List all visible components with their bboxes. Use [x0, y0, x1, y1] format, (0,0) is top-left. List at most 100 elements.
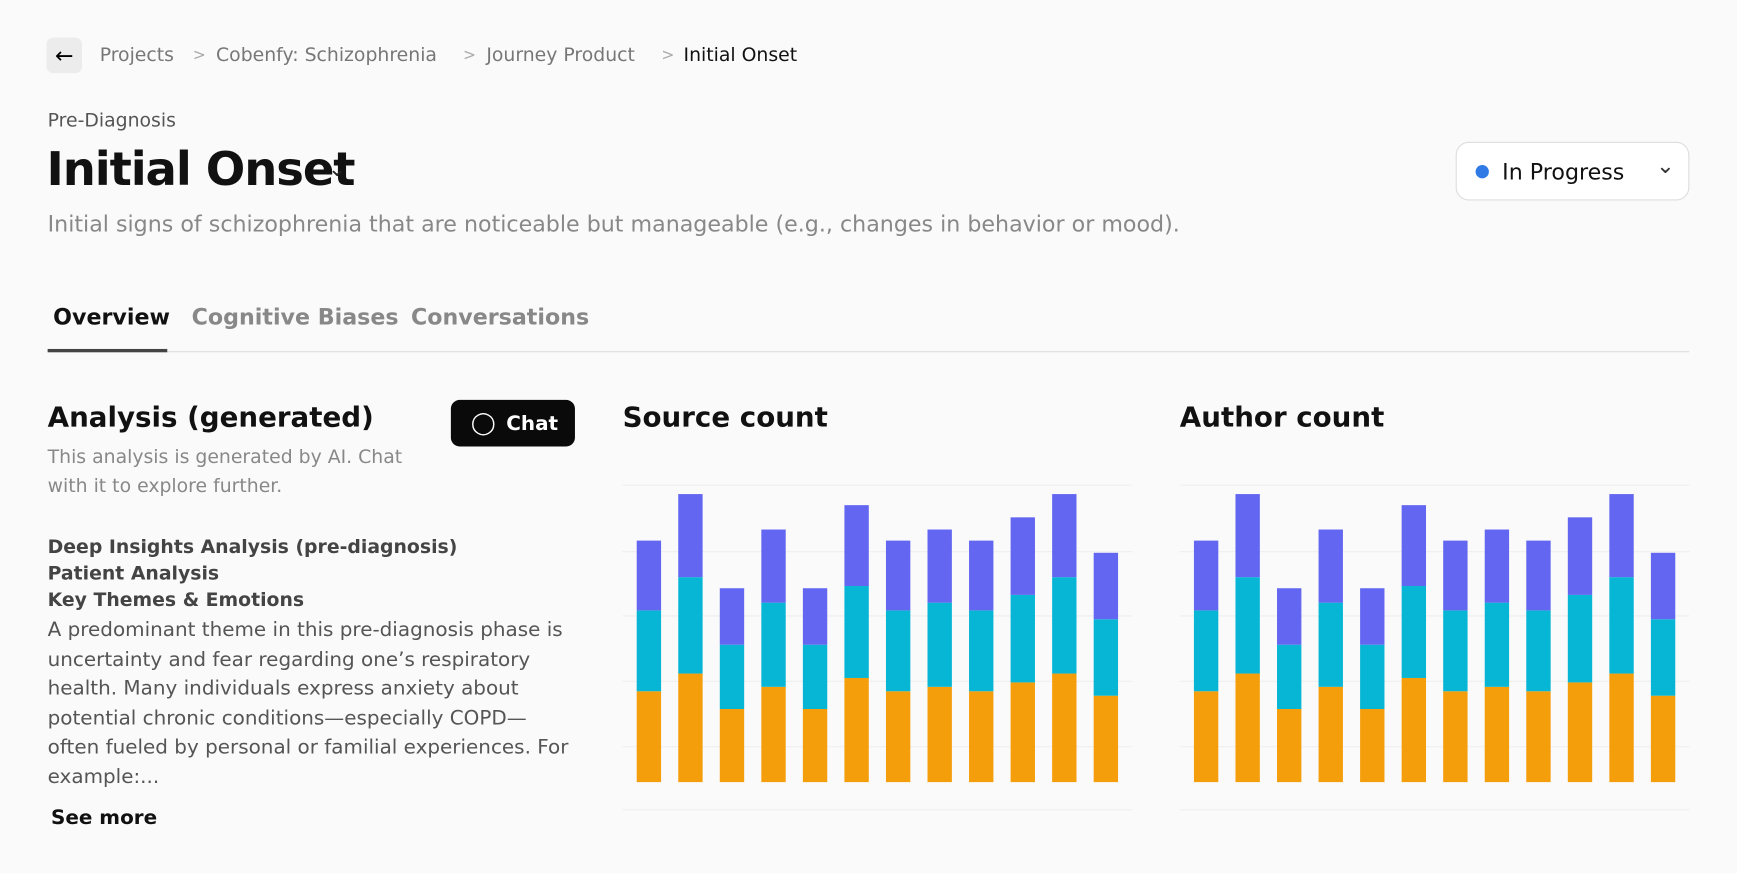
bar-segment [636, 691, 662, 783]
tab-divider [47, 351, 1690, 353]
bar-segment [1277, 708, 1302, 783]
chart-title: Source count [622, 401, 828, 434]
analysis-title: Analysis (generated) [47, 401, 374, 434]
bar-segment [802, 708, 828, 783]
bar-segment [1360, 588, 1385, 645]
bar-segment [1052, 577, 1077, 674]
bar-segment [885, 610, 911, 692]
chart [1179, 484, 1690, 811]
bar-segment [1193, 610, 1219, 692]
bar-segment [1010, 682, 1035, 783]
bar-segment [1484, 686, 1510, 783]
back-button[interactable]: ← [46, 37, 82, 74]
separator: > [463, 46, 477, 65]
bar-segment [1235, 577, 1260, 674]
bar-segment [969, 691, 994, 783]
bar-segment [969, 540, 994, 611]
bar-segment [1318, 686, 1343, 783]
bar-segment [1193, 540, 1219, 611]
chat-button[interactable]: ◯ Chat [450, 399, 575, 447]
bar-segment [1567, 594, 1593, 683]
stage: Pre-Diagnosis [47, 109, 176, 132]
bar-segment [1010, 594, 1035, 683]
bar-segment [636, 610, 662, 692]
bar-segment [1235, 494, 1260, 578]
bar-segment [844, 505, 869, 587]
bar-segment [844, 586, 869, 678]
active-tab-underline [47, 348, 168, 353]
bar-segment [969, 610, 994, 692]
bar-segment [1650, 619, 1676, 696]
heading: Key Themes & Emotions [47, 589, 305, 612]
status-dot [1475, 165, 1489, 179]
bar-segment [1526, 610, 1551, 692]
breadcrumb: Initial Onset [683, 44, 798, 67]
bar-segment [927, 686, 952, 783]
bar-segment [1609, 577, 1634, 674]
title-dropdown[interactable]: ⌄ [327, 155, 347, 182]
bar-segment [761, 602, 786, 687]
bar-segment [1401, 586, 1427, 678]
bar-segment [1526, 540, 1551, 611]
page-title: Initial Onset [46, 141, 356, 197]
status-label: In Progress [1502, 158, 1625, 186]
bar-segment [927, 529, 952, 603]
bar-segment [1193, 691, 1219, 783]
bar-segment [761, 529, 786, 603]
tab[interactable]: Overview [53, 303, 170, 331]
bar-segment [802, 644, 828, 709]
bar-segment [1093, 619, 1119, 696]
bar-segment [1360, 708, 1385, 783]
bar-segment [1093, 695, 1119, 783]
breadcrumb[interactable]: Journey Product [486, 44, 635, 67]
status-select[interactable]: In Progress ⌄ [1455, 141, 1690, 201]
bar-segment [1609, 673, 1634, 783]
analysis-body: A predominant theme in this pre-diagnosi… [47, 618, 569, 789]
chevron: ⌄ [1656, 151, 1675, 179]
bar-segment [844, 677, 869, 783]
bar-segment [678, 673, 703, 783]
bar-segment [1318, 602, 1343, 687]
bar-segment [1609, 494, 1634, 578]
bar-segment [1484, 602, 1510, 687]
bar-segment [927, 602, 952, 687]
bar-segment [1443, 691, 1468, 783]
chat-icon: ◯ [470, 408, 496, 436]
bar-segment [1052, 494, 1077, 578]
bar-segment [761, 686, 786, 783]
breadcrumb[interactable]: Projects [99, 44, 174, 67]
bar-segment [1443, 610, 1468, 692]
see-more[interactable]: See more [50, 806, 158, 830]
bar-segment [1318, 529, 1343, 603]
bar-segment [1650, 552, 1676, 620]
bar-segment [678, 577, 703, 674]
bar-segment [1567, 517, 1593, 595]
heading: Patient Analysis [47, 562, 220, 585]
tab[interactable]: Conversations [410, 303, 590, 331]
heading: Deep Insights Analysis (pre-diagnosis) [47, 536, 458, 559]
bar-segment [636, 540, 662, 611]
analysis-note: This analysis is generated by AI. Chat w… [47, 446, 403, 498]
bar-segment [678, 494, 703, 578]
bar-segment [1235, 673, 1260, 783]
bar-segment [1567, 682, 1593, 783]
bar-segment [1277, 644, 1302, 709]
bar-segment [1401, 677, 1427, 783]
bar-segment [1052, 673, 1077, 783]
bar-segment [1650, 695, 1676, 783]
bar-segment [719, 588, 745, 645]
separator: > [192, 46, 206, 65]
description: Initial signs of schizophrenia that are … [47, 210, 1180, 238]
chart [622, 484, 1133, 811]
breadcrumb[interactable]: Cobenfy: Schizophrenia [216, 44, 437, 67]
bar-segment [1277, 588, 1302, 645]
tab[interactable]: Cognitive Biases [191, 303, 399, 331]
bar-segment [1484, 529, 1510, 603]
bar-segment [719, 644, 745, 709]
bar-segment [885, 540, 911, 611]
bar-segment [885, 691, 911, 783]
bar-segment [1360, 644, 1385, 709]
bar-segment [1093, 552, 1119, 620]
